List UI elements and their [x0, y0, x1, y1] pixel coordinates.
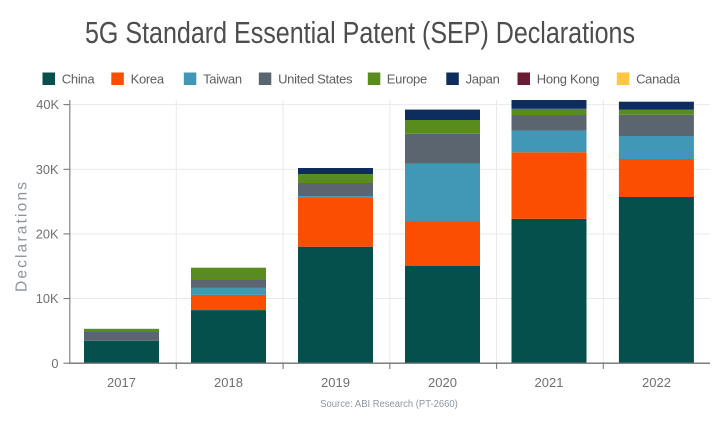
svg-text:Japan: Japan — [466, 72, 500, 87]
svg-text:20K: 20K — [36, 227, 59, 242]
svg-text:Source: ABI Research (PT-2660): Source: ABI Research (PT-2660) — [320, 399, 458, 410]
svg-text:Hong Kong: Hong Kong — [537, 72, 599, 87]
svg-text:0: 0 — [51, 356, 58, 371]
svg-text:40K: 40K — [36, 97, 59, 112]
svg-text:2018: 2018 — [214, 375, 243, 390]
svg-text:2021: 2021 — [535, 375, 564, 390]
svg-text:10K: 10K — [36, 291, 59, 306]
svg-text:2022: 2022 — [642, 375, 671, 390]
svg-text:5G Standard Essential Patent (: 5G Standard Essential Patent (SEP) Decla… — [85, 17, 635, 50]
svg-text:30K: 30K — [36, 162, 59, 177]
svg-text:Europe: Europe — [387, 72, 427, 87]
svg-text:China: China — [62, 72, 96, 87]
svg-text:Declarations: Declarations — [14, 182, 31, 292]
svg-text:2017: 2017 — [107, 375, 136, 390]
svg-text:2019: 2019 — [321, 375, 350, 390]
svg-text:2020: 2020 — [428, 375, 457, 390]
svg-text:Canada: Canada — [636, 72, 681, 87]
svg-text:United States: United States — [278, 72, 353, 87]
svg-text:Taiwan: Taiwan — [203, 72, 242, 87]
svg-text:Korea: Korea — [131, 72, 165, 87]
